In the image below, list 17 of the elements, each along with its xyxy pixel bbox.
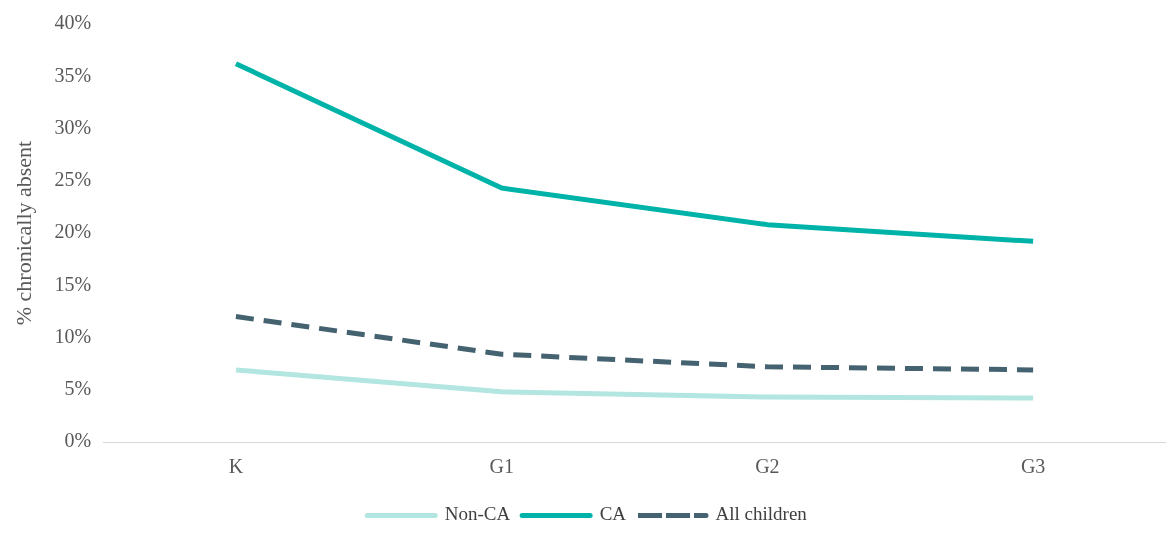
x-tick-label: G1 <box>489 455 514 478</box>
x-tick-label: G3 <box>1020 455 1046 478</box>
legend-label: Non-CA <box>444 503 511 525</box>
y-tick-label: 5% <box>64 377 92 399</box>
legend-label: All children <box>715 503 808 525</box>
x-tick-label: K <box>228 455 244 478</box>
y-tick-label: 30% <box>54 115 92 138</box>
y-tick-label: 10% <box>54 324 92 347</box>
y-tick-label: 35% <box>54 63 92 86</box>
x-tick-label: G2 <box>755 455 780 478</box>
y-tick-label: 20% <box>54 220 92 243</box>
legend-label: CA <box>599 503 627 525</box>
y-tick-label: 25% <box>54 168 92 190</box>
y-tick-label: 40% <box>54 11 92 34</box>
y-axis-title: % chronically absent <box>10 140 36 326</box>
y-tick-label: 15% <box>54 272 92 295</box>
y-tick-label: 0% <box>64 429 92 452</box>
